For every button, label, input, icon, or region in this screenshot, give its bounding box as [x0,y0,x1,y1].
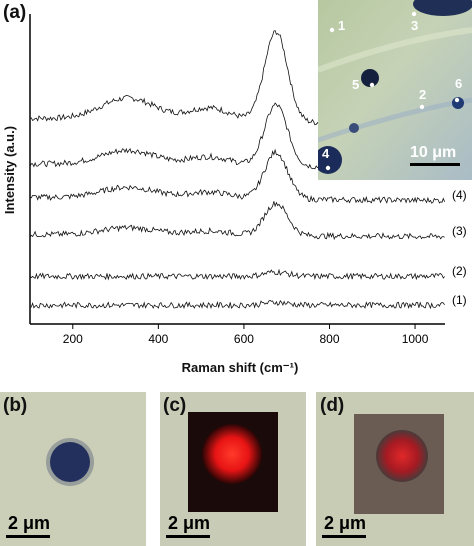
x-ticks: 200 400 600 800 1000 [63,324,429,346]
spectrum-trace [29,268,445,281]
inset-point-label: 5 [352,77,359,92]
x-axis-label: Raman shift (cm⁻¹) [182,360,299,375]
inset-point-label: 2 [419,87,426,102]
scale-bar-c [166,535,210,538]
inset-point-marker [454,97,460,103]
x-tick-label: 800 [319,332,339,346]
inset-scale-label: 10 μm [410,144,456,161]
scale-label-c: 2 μm [168,513,211,533]
spectrum-trace [29,299,445,310]
trace-label: (4) [452,188,467,202]
y-axis-label: Intensity (a.u.) [2,126,17,214]
x-tick-label: 200 [63,332,83,346]
inset-points: 1 2 3 4 5 6 [322,11,462,171]
trace-label: (2) [452,264,467,278]
trace-label: (1) [452,293,467,307]
inset-point-marker [329,27,335,33]
inset-background [318,0,472,180]
trace-label: (3) [452,224,467,238]
inset-optical-image: 1 2 3 4 5 6 10 μm [318,0,472,180]
scale-bar-d [322,535,366,538]
dark-particle [318,146,342,174]
inset-point-label: 4 [322,146,330,161]
dark-particle [361,69,379,87]
panel-label-a: (a) [3,2,27,23]
x-tick-label: 600 [234,332,254,346]
panel-label-c: (c) [163,395,187,416]
inset-point-label: 3 [411,18,418,33]
dark-particle [413,0,472,16]
panel-c: (c) 2 μm [160,392,306,546]
panel-d-image [316,392,474,546]
panel-d: (d) 2 μm [316,392,474,546]
spectrum-trace [29,201,445,241]
panel-b: (b) 2 μm [0,392,146,546]
x-tick-label: 400 [148,332,168,346]
panel-c-image [160,392,306,546]
scale-bar-b [6,535,50,538]
panel-label-b: (b) [3,395,28,416]
spectra-traces [29,30,445,310]
panel-label-d: (d) [320,395,345,416]
scale-label-b: 2 μm [8,513,51,533]
inset-point-marker [411,11,417,17]
inset-point-label: 1 [338,18,345,33]
spectrum-trace [29,148,445,204]
inset-scale-bar [410,163,460,166]
scale-label-d: 2 μm [324,513,367,533]
x-tick-label: 1000 [402,332,429,346]
inset-point-marker [419,104,425,110]
inset-point-label: 6 [455,76,462,91]
panel-b-image [0,392,146,546]
inset-point-marker [325,165,331,171]
inset-point-marker [369,82,375,88]
